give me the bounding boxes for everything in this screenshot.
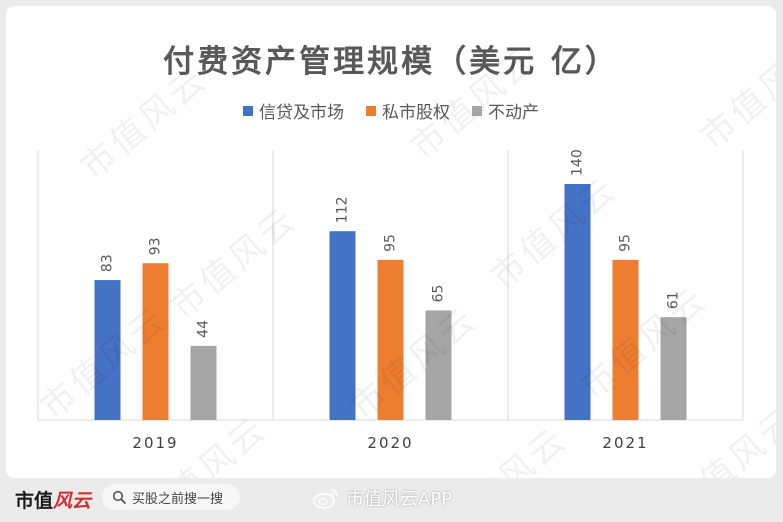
bar-2021-0 [564, 184, 591, 420]
legend-label-real-estate: 不动产 [488, 103, 539, 123]
legend-swatch-real-estate [472, 105, 482, 116]
legend-swatch-private-equity [366, 105, 376, 116]
search-box[interactable]: 买股之前搜一搜 [102, 484, 240, 510]
bar-2019-1 [142, 263, 169, 420]
bar-2021-2 [660, 317, 687, 420]
legend-label-private-equity: 私市股权 [382, 103, 450, 123]
chart-legend: 信贷及市场 私市股权 不动产 [6, 98, 776, 123]
legend-item-private-equity: 私市股权 [366, 98, 450, 123]
data-label: 83 [100, 254, 116, 272]
brand-logo: 市值风云 [15, 486, 91, 513]
bar-2020-1 [377, 259, 404, 420]
legend-item-credit: 信贷及市场 [243, 98, 344, 123]
weibo-watermark: 市值风云APP [312, 485, 452, 511]
search-placeholder: 买股之前搜一搜 [132, 491, 224, 507]
bar-2020-2 [425, 310, 452, 420]
bar-2020-0 [329, 231, 356, 420]
data-label: 140 [570, 149, 586, 176]
weibo-text: 市值风云APP [346, 489, 453, 510]
bar-2021-1 [612, 259, 639, 420]
data-label: 93 [148, 237, 164, 255]
legend-item-real-estate: 不动产 [472, 98, 539, 123]
data-label: 95 [383, 234, 399, 252]
x-tick-label: 2020 [367, 434, 413, 452]
x-tick-label: 2019 [132, 434, 178, 452]
weibo-icon [313, 489, 338, 509]
legend-swatch-credit [243, 105, 253, 116]
chart-title: 付费资产管理规模（美元 亿） [163, 44, 619, 80]
data-label: 65 [431, 285, 447, 303]
data-label: 95 [618, 234, 634, 252]
bar-2019-0 [94, 280, 121, 420]
footer-bar: 市值风云 买股之前搜一搜 市值风云APP [0, 478, 783, 522]
bar-2019-2 [190, 345, 217, 420]
data-label: 61 [666, 291, 682, 309]
chart-card: 付费资产管理规模（美元 亿） 信贷及市场 私市股权 不动产 83 93 44 2019… [6, 6, 776, 478]
search-icon [112, 490, 126, 504]
legend-label-credit: 信贷及市场 [259, 103, 344, 123]
data-label: 44 [196, 320, 212, 338]
brand-logo-red: 风云 [53, 490, 92, 512]
brand-logo-text: 市值 [15, 490, 54, 512]
bar-chart: 83 93 44 2019 112 95 65 2020 140 95 61 2021 [37, 149, 744, 452]
x-tick-label: 2021 [602, 434, 648, 452]
data-label: 112 [335, 196, 351, 223]
